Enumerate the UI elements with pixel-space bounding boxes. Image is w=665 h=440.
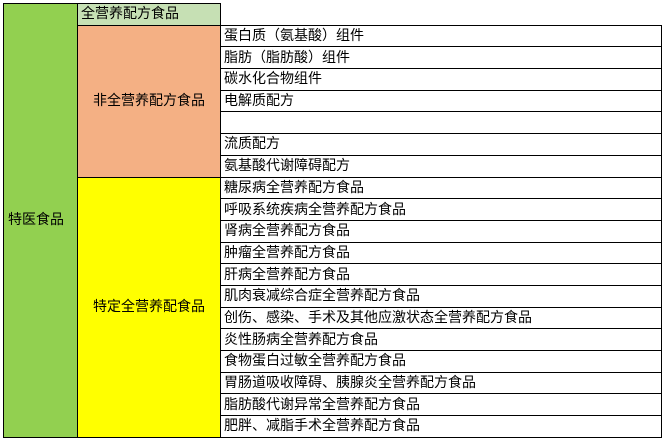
non-full-item-cell[interactable]: 电解质配方 [220, 89, 662, 113]
classification-table: 特医食品 全营养配方食品 非全营养配方食品 蛋白质（氨基酸）组件 脂肪（脂肪酸）组件 碳水… [3, 3, 662, 438]
specific-item-cell[interactable]: 肌肉衰减综合症全营养配方食品 [220, 284, 662, 308]
table-row: 创伤、感染、手术及其他应激状态全营养配方食品 [4, 306, 662, 330]
specific-item-cell[interactable]: 肾病全营养配方食品 [220, 219, 662, 243]
empty-cell[interactable] [220, 3, 662, 26]
specific-item-cell[interactable]: 肝病全营养配方食品 [220, 263, 662, 286]
specific-item-cell[interactable]: 肥胖、减脂手术全营养配方食品 [220, 415, 662, 438]
non-full-item-cell[interactable]: 蛋白质（氨基酸）组件 [220, 24, 662, 48]
specific-item-cell[interactable]: 胃肠道吸收障碍、胰腺炎全营养配方食品 [220, 371, 662, 395]
full-nutrition-cell[interactable]: 全营养配方食品 [77, 3, 221, 26]
specific-item-cell[interactable]: 脂肪酸代谢异常全营养配方食品 [220, 393, 662, 417]
table-row: 脂肪酸代谢异常全营养配方食品 [4, 393, 662, 417]
specific-item-cell[interactable]: 炎性肠病全营养配方食品 [220, 328, 662, 351]
table-row: 呼吸系统疾病全营养配方食品 [4, 198, 662, 221]
root-category-cell[interactable]: 特医食品 [3, 3, 78, 438]
table-row: 胃肠道吸收障碍、胰腺炎全营养配方食品 [4, 371, 662, 395]
specific-item-cell[interactable]: 食物蛋白过敏全营养配方食品 [220, 350, 662, 373]
table-row: 特医食品 全营养配方食品 [3, 3, 662, 438]
table-row: 电解质配方 [4, 89, 662, 113]
table-row: 脂肪（脂肪酸）组件 [4, 46, 662, 70]
table-row: 特定全营养配食品 糖尿病全营养配方食品 [4, 176, 662, 438]
table-row: 非全营养配方食品 蛋白质（氨基酸）组件 [4, 24, 662, 178]
non-full-item-cell[interactable]: 氨基酸代谢障碍配方 [220, 154, 662, 178]
table-row: 肝病全营养配方食品 [4, 263, 662, 286]
non-full-nutrition-cell[interactable]: 非全营养配方食品 [77, 24, 221, 178]
specific-item-cell[interactable]: 肿瘤全营养配方食品 [220, 241, 662, 265]
non-full-item-cell[interactable]: 脂肪（脂肪酸）组件 [220, 46, 662, 70]
non-full-item-cell[interactable] [220, 111, 662, 135]
table-row [4, 111, 662, 135]
table-row: 肾病全营养配方食品 [4, 219, 662, 243]
specific-full-nutrition-cell[interactable]: 特定全营养配食品 [77, 176, 221, 438]
specific-item-cell[interactable]: 呼吸系统疾病全营养配方食品 [220, 198, 662, 221]
table-row: 氨基酸代谢障碍配方 [4, 154, 662, 178]
table-row: 食物蛋白过敏全营养配方食品 [4, 350, 662, 373]
table-row: 流质配方 [4, 133, 662, 156]
non-full-item-cell[interactable]: 碳水化合物组件 [220, 68, 662, 91]
table-row: 肥胖、减脂手术全营养配方食品 [4, 415, 662, 438]
non-full-item-cell[interactable]: 流质配方 [220, 133, 662, 156]
table-row: 碳水化合物组件 [4, 68, 662, 91]
specific-item-cell[interactable]: 创伤、感染、手术及其他应激状态全营养配方食品 [220, 306, 662, 330]
specific-item-cell[interactable]: 糖尿病全营养配方食品 [220, 176, 662, 200]
table-row: 肿瘤全营养配方食品 [4, 241, 662, 265]
